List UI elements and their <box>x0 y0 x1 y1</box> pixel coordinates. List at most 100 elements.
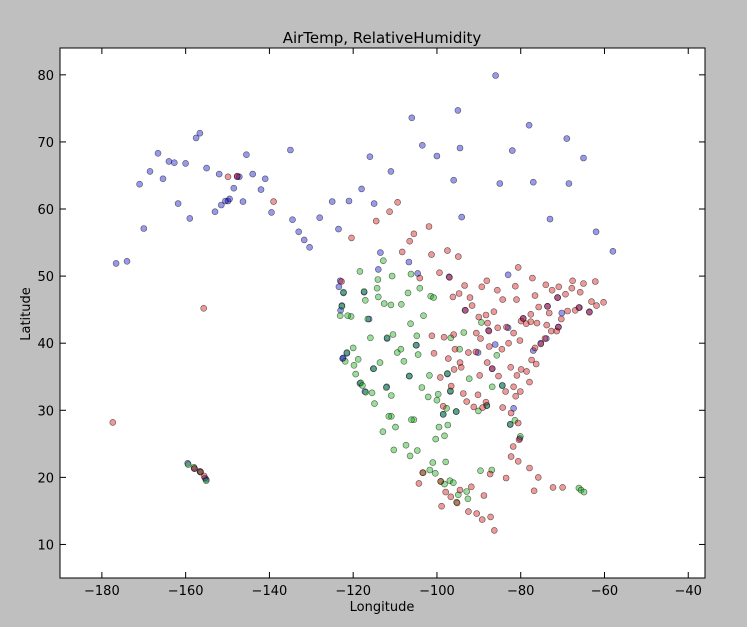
scatter-point <box>112 260 120 267</box>
scatter-point <box>592 228 600 236</box>
x-tick-label: −40 <box>675 584 702 599</box>
scatter-point <box>491 341 499 348</box>
scatter-point <box>555 283 563 291</box>
scatter-point <box>484 319 491 327</box>
x-tick-label: −160 <box>168 584 204 599</box>
scatter-point <box>438 502 445 510</box>
scatter-point <box>456 486 464 494</box>
scatter-point <box>109 419 117 426</box>
scatter-point <box>462 306 469 314</box>
scatter-point <box>140 225 148 232</box>
scatter-point <box>485 327 493 335</box>
scatter-point <box>416 284 424 292</box>
scatter-point <box>483 277 491 285</box>
scatter-point <box>442 458 450 466</box>
scatter-point <box>535 303 543 311</box>
scatter-point <box>511 282 519 290</box>
scatter-point <box>514 419 522 427</box>
scatter-point <box>463 398 471 405</box>
scatter-point <box>418 142 426 149</box>
y-tick-label: 60 <box>37 203 54 218</box>
scatter-point <box>464 495 472 503</box>
scatter-point <box>547 327 555 335</box>
scatter-point <box>191 465 198 472</box>
scatter-point <box>379 257 387 265</box>
scatter-point <box>447 493 455 501</box>
y-tick-label: 70 <box>37 136 54 151</box>
scatter-point <box>387 301 395 309</box>
scatter-point <box>171 159 178 166</box>
scatter-point <box>532 360 540 368</box>
scatter-point <box>507 409 515 417</box>
scatter-point <box>397 345 405 353</box>
scatter-point <box>366 153 374 160</box>
scatter-point <box>465 349 472 356</box>
scatter-point <box>466 294 474 301</box>
plot-frame <box>59 47 706 579</box>
y-tick-label: 30 <box>37 404 54 419</box>
scatter-point <box>483 359 491 366</box>
scatter-point <box>472 348 480 356</box>
scatter-point <box>510 329 517 337</box>
scatter-point <box>493 351 501 359</box>
scatter-point <box>580 488 588 496</box>
scatter-point <box>398 248 406 256</box>
scatter-point <box>517 366 525 373</box>
scatter-point <box>513 296 520 303</box>
scatter-point <box>425 223 433 230</box>
scatter-point <box>545 309 553 317</box>
scatter-point <box>477 335 484 342</box>
scatter-point <box>482 311 490 319</box>
scatter-point <box>154 150 162 157</box>
scatter-point <box>456 345 463 353</box>
scatter-point <box>523 368 530 375</box>
scatter-point <box>537 340 545 348</box>
scatter-point <box>554 294 561 301</box>
scatter-point <box>508 147 516 154</box>
scatter-point <box>488 466 496 474</box>
scatter-point <box>430 349 438 357</box>
scatter-point <box>358 185 365 193</box>
scatter-point <box>374 266 382 273</box>
scatter-point <box>526 464 533 472</box>
scatter-point <box>452 408 460 415</box>
scatter-point <box>516 433 524 440</box>
scatter-point <box>406 237 414 245</box>
x-tick-label: −180 <box>84 584 120 599</box>
scatter-point <box>454 107 462 114</box>
scatter-point <box>385 412 393 420</box>
scatter-point <box>439 410 447 418</box>
scatter-point <box>502 388 509 395</box>
y-axis-label: Latitude <box>19 287 34 341</box>
scatter-point <box>458 213 466 221</box>
scatter-point <box>473 510 481 517</box>
x-tick-label: −120 <box>335 584 371 599</box>
scatter-point <box>562 290 569 298</box>
scatter-point <box>136 180 143 188</box>
scatter-point <box>440 333 448 341</box>
scatter-point <box>383 334 391 342</box>
scatter-point <box>352 370 360 378</box>
scatter-point <box>412 341 420 349</box>
scatter-point <box>485 343 493 350</box>
scatter-point <box>377 249 384 256</box>
scatter-point <box>531 292 539 299</box>
scatter-point <box>426 372 433 379</box>
scatter-point <box>451 345 459 353</box>
scatter-point <box>243 151 250 158</box>
scatter-point <box>450 176 458 184</box>
scatter-point <box>564 307 571 315</box>
scatter-point <box>203 164 210 172</box>
scatter-point <box>474 391 482 399</box>
scatter-point <box>233 172 241 180</box>
scatter-point <box>420 312 427 320</box>
scatter-point <box>449 479 457 487</box>
scatter-point <box>549 484 557 491</box>
scatter-point <box>499 404 507 411</box>
scatter-point <box>433 396 441 404</box>
scatter-point <box>505 339 512 347</box>
scatter-point <box>526 378 533 386</box>
scatter-point <box>338 278 345 285</box>
scatter-point <box>392 423 399 431</box>
scatter-point <box>475 313 483 321</box>
